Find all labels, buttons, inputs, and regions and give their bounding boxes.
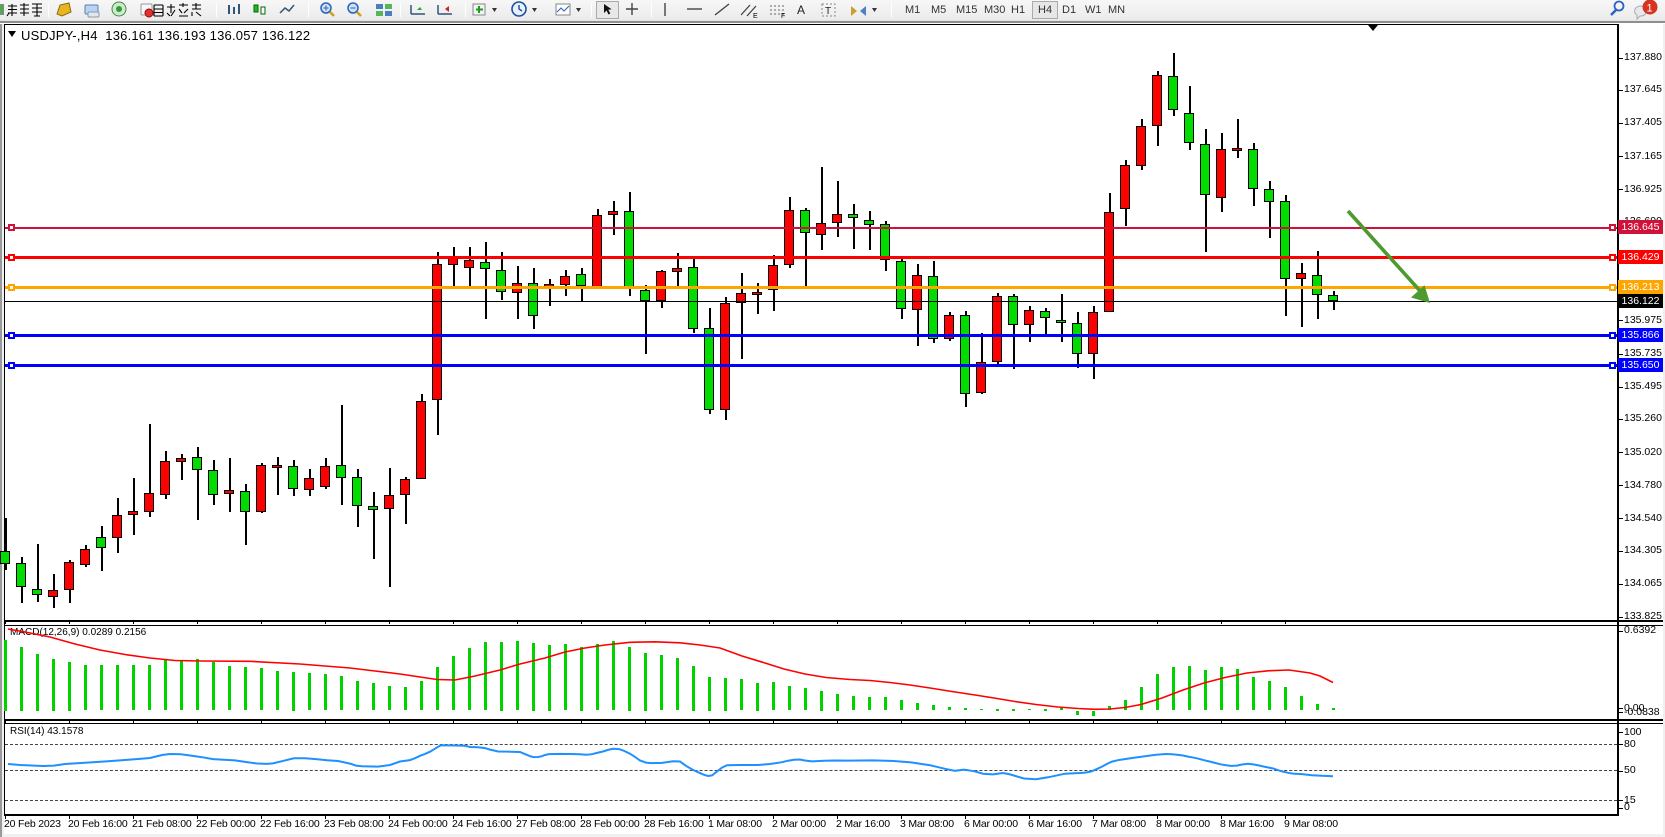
svg-text:T: T xyxy=(825,6,831,17)
svg-text:1: 1 xyxy=(1647,3,1653,15)
svg-text:A: A xyxy=(797,3,805,17)
svg-text:E: E xyxy=(753,13,758,20)
svg-text:F: F xyxy=(781,13,785,20)
